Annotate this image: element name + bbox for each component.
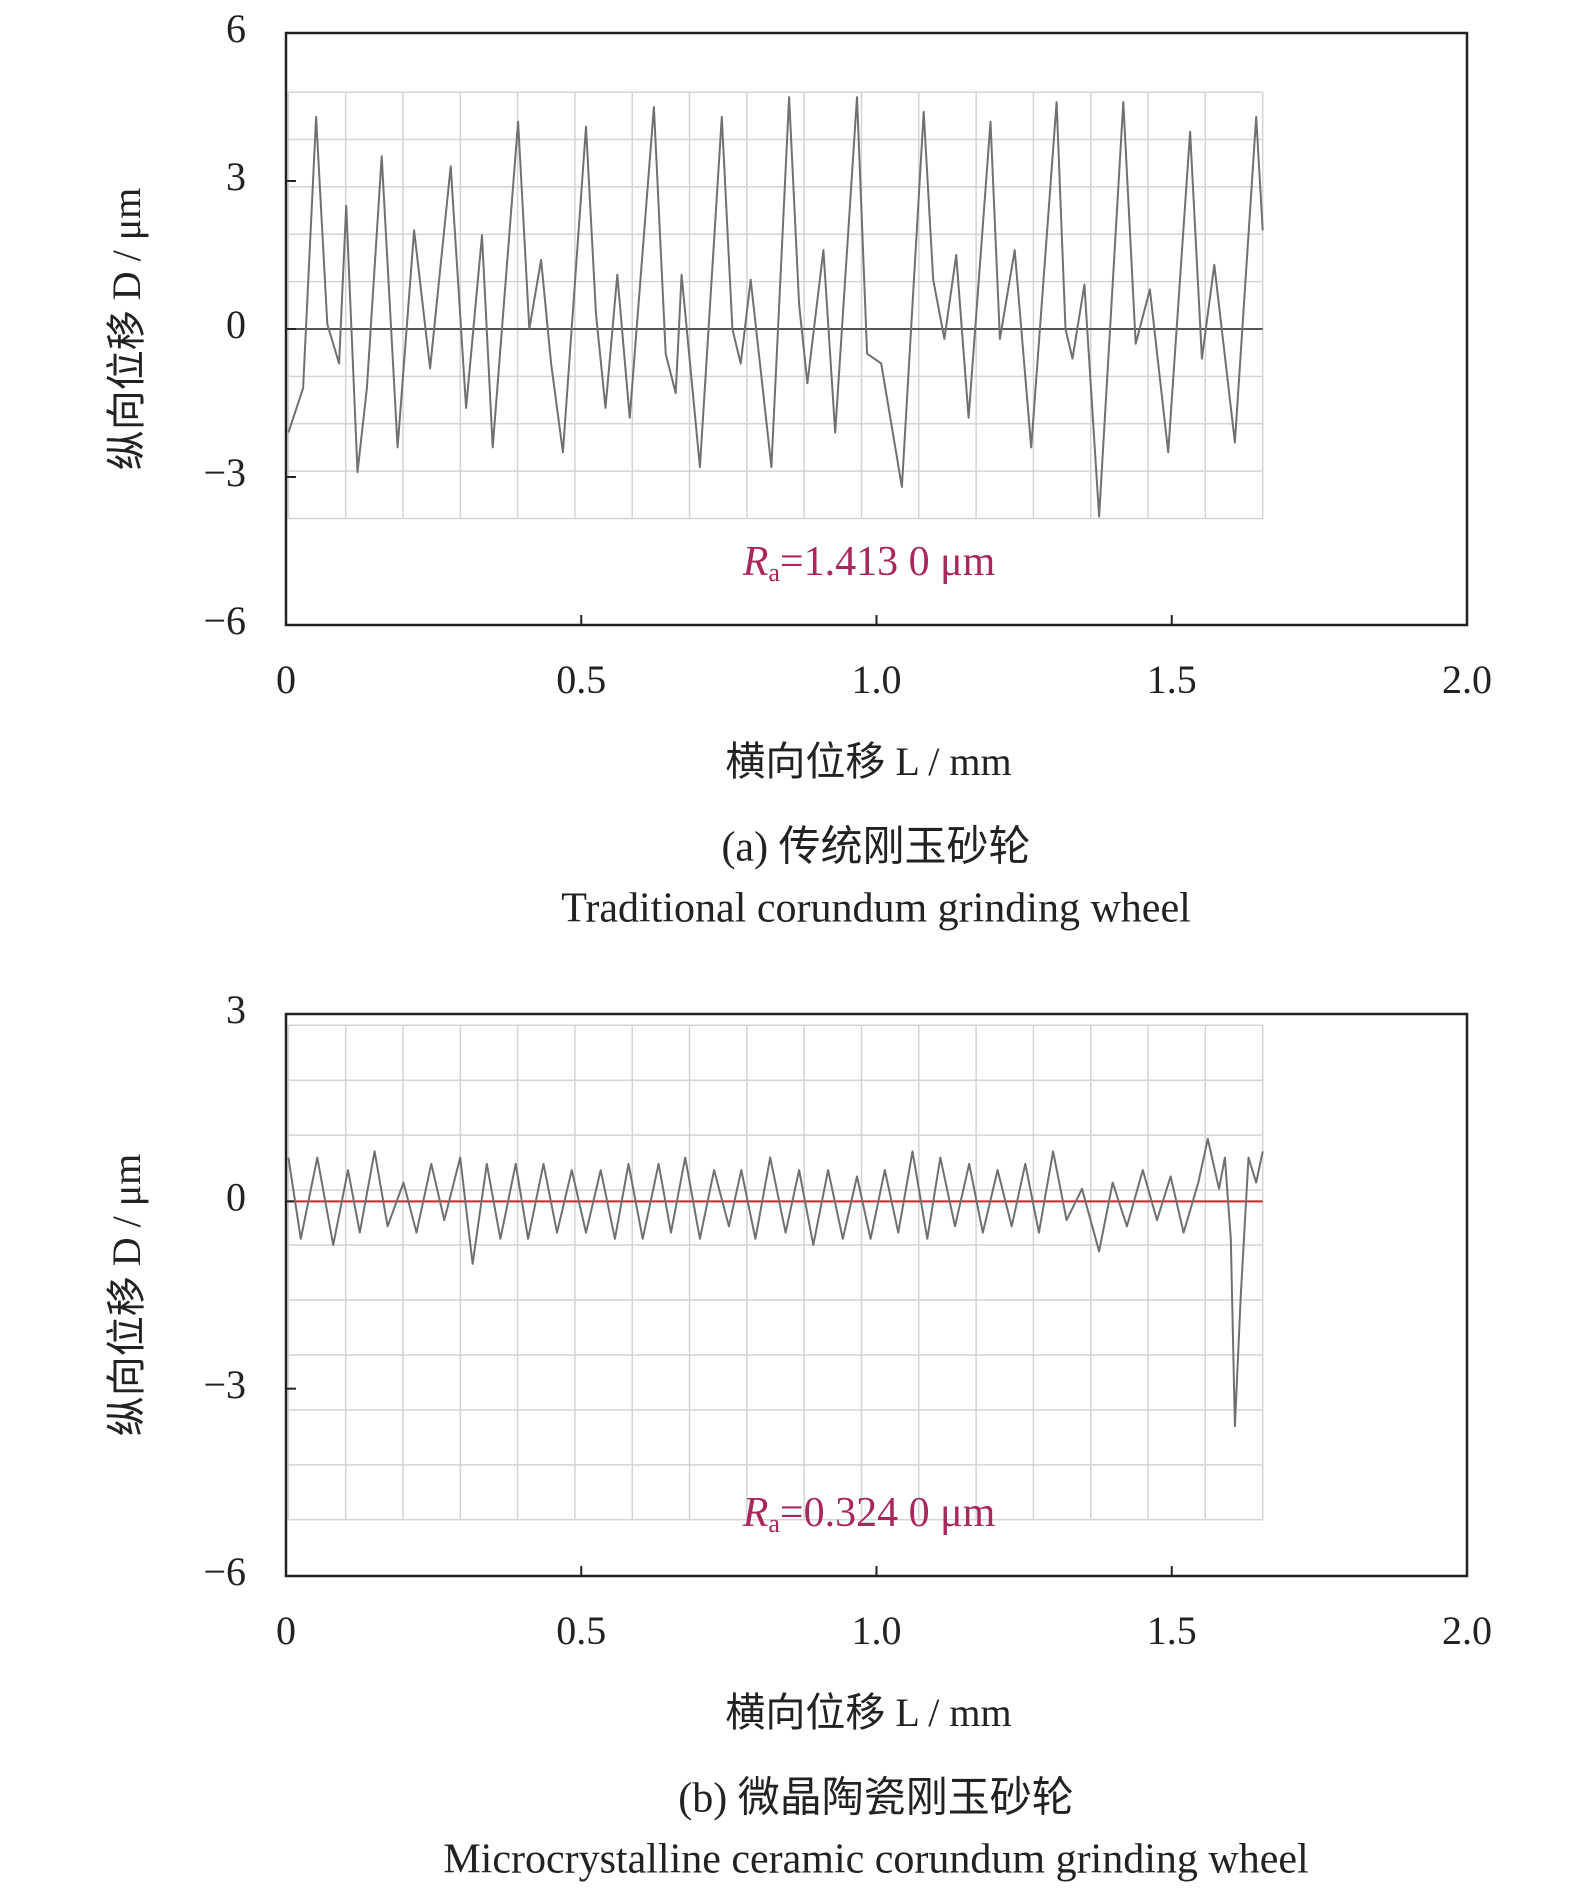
- caption: (b) 微晶陶瓷刚玉砂轮: [678, 1776, 1073, 1822]
- annotation-text: =1.413 0 μm: [780, 539, 996, 585]
- y-tick-label: 6: [226, 6, 246, 51]
- roughness-annotation: Ra=1.413 0 μm: [742, 539, 996, 587]
- x-tick-label: 1.0: [852, 657, 902, 702]
- y-tick-label: −6: [203, 1549, 246, 1594]
- caption: Traditional corundum grinding wheel: [561, 886, 1191, 932]
- chart: −6 −3 0 3 6 0 0.5 1.0 1.5 2.0 横向位移 L / mm 纵向位移 D / …: [104, 6, 1492, 931]
- y-tick-label: 3: [226, 987, 246, 1032]
- x-tick-label: 1.0: [852, 1608, 902, 1653]
- y-tick-label: 3: [226, 154, 246, 199]
- x-axis-label: 横向位移 L / mm: [725, 739, 1011, 784]
- x-tick-label: 0.5: [556, 657, 606, 702]
- chart: −6 −3 0 3 0 0.5 1.0 1.5 2.0 横向位移 L / mm 纵向位移 D / μ…: [104, 987, 1492, 1882]
- x-tick-label: 0: [276, 657, 296, 702]
- annotation-text: =0.324 0 μm: [780, 1490, 996, 1536]
- annotation-subscript: a: [768, 1509, 780, 1538]
- y-tick-label: 0: [226, 302, 246, 347]
- y-axis-label: 纵向位移 D / μm: [104, 1154, 149, 1437]
- x-tick-label: 1.5: [1147, 657, 1197, 702]
- x-tick-label: 2.0: [1442, 657, 1492, 702]
- profile-line: [287, 1137, 1264, 1428]
- x-tick-label: 0.5: [556, 1608, 606, 1653]
- annotation-symbol: R: [742, 1490, 769, 1536]
- caption: Microcrystalline ceramic corundum grindi…: [443, 1837, 1308, 1883]
- y-tick-label: −3: [203, 450, 246, 495]
- profile-line: [287, 96, 1264, 518]
- y-tick-label: −6: [203, 598, 246, 643]
- x-axis-label: 横向位移 L / mm: [725, 1690, 1011, 1735]
- x-tick-label: 1.5: [1147, 1608, 1197, 1653]
- y-axis-label: 纵向位移 D / μm: [104, 188, 149, 471]
- caption: (a) 传统刚玉砂轮: [721, 825, 1030, 871]
- y-tick-label: 0: [226, 1175, 246, 1220]
- x-tick-label: 0: [276, 1608, 296, 1653]
- roughness-annotation: Ra=0.324 0 μm: [742, 1490, 996, 1538]
- y-tick-label: −3: [203, 1362, 246, 1407]
- annotation-symbol: R: [742, 539, 769, 585]
- annotation-subscript: a: [768, 558, 780, 587]
- x-tick-label: 2.0: [1442, 1608, 1492, 1653]
